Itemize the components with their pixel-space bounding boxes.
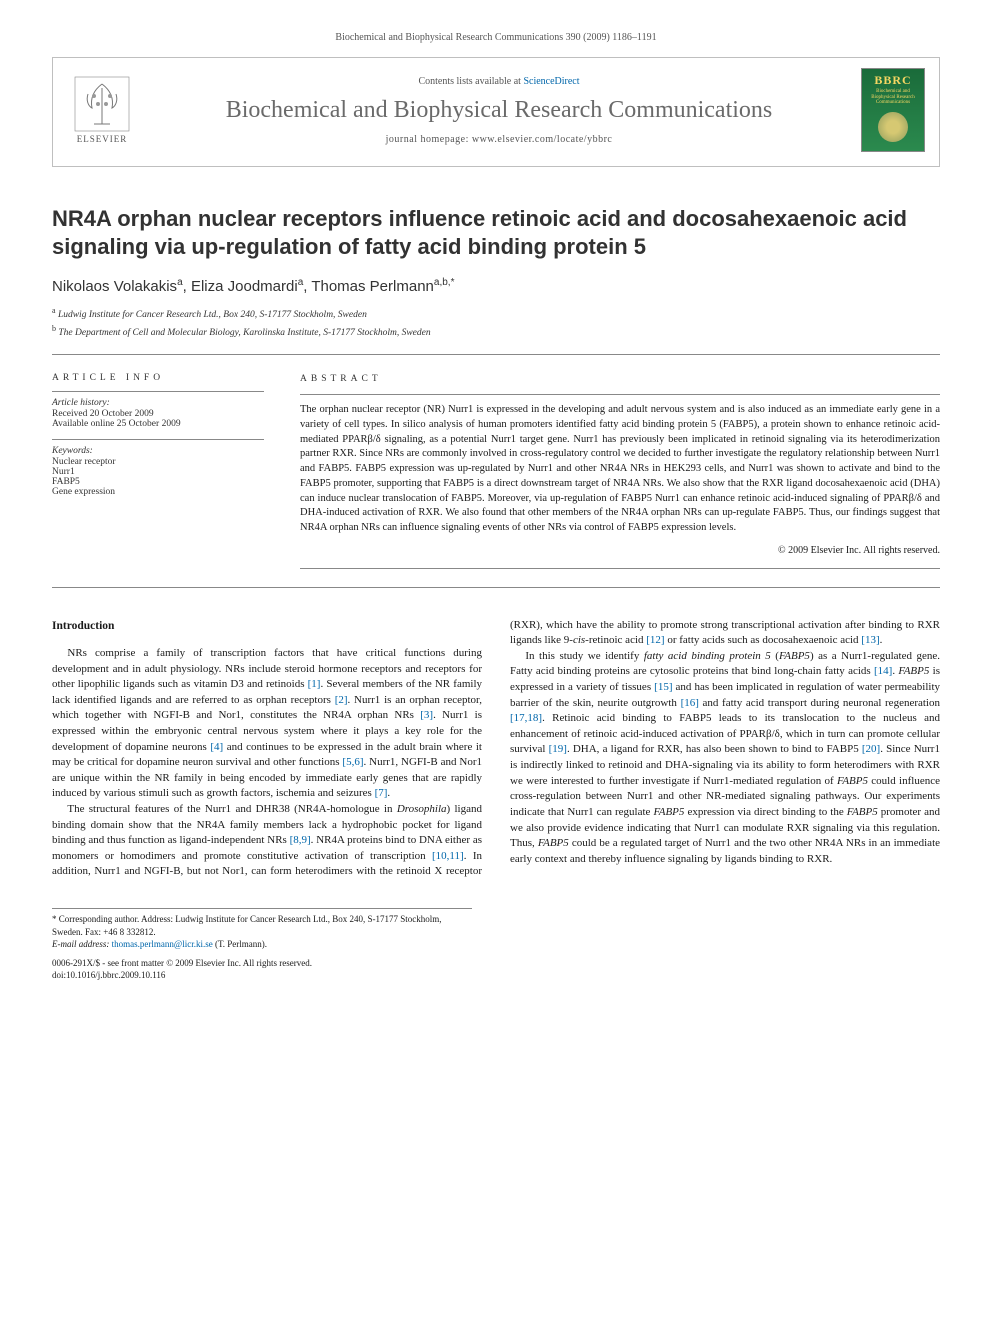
publisher-name: ELSEVIER xyxy=(77,134,128,144)
affiliation: b The Department of Cell and Molecular B… xyxy=(52,323,940,340)
citation-link[interactable]: [8,9] xyxy=(290,834,311,846)
corresponding-author: * Corresponding author. Address: Ludwig … xyxy=(52,913,472,938)
paragraph: In this study we identify fatty acid bin… xyxy=(510,649,940,868)
citation-link[interactable]: [3] xyxy=(420,709,433,721)
journal-cover-thumbnail: BBRC Biochemical and Biophysical Researc… xyxy=(861,68,925,152)
article-info-column: ARTICLE INFO Article history: Received 2… xyxy=(52,373,264,568)
history-label: Article history: xyxy=(52,398,264,408)
history-online: Available online 25 October 2009 xyxy=(52,419,264,429)
doi-block: 0006-291X/$ - see front matter © 2009 El… xyxy=(52,957,472,982)
doi-line: doi:10.1016/j.bbrc.2009.10.116 xyxy=(52,969,472,982)
author-list: Nikolaos Volakakisa, Eliza Joodmardia, T… xyxy=(52,277,940,295)
citation-link[interactable]: [1] xyxy=(308,678,321,690)
meta-abstract-row: ARTICLE INFO Article history: Received 2… xyxy=(52,355,940,586)
abstract-text: The orphan nuclear receptor (NR) Nurr1 i… xyxy=(300,403,940,535)
keyword: FABP5 xyxy=(52,477,264,487)
publisher-logo: ELSEVIER xyxy=(67,70,137,150)
footer: * Corresponding author. Address: Ludwig … xyxy=(52,908,940,982)
citation-link[interactable]: [13] xyxy=(861,634,879,646)
citation-link[interactable]: [7] xyxy=(375,787,388,799)
homepage-prefix: journal homepage: xyxy=(386,134,472,145)
keywords-label: Keywords: xyxy=(52,446,264,456)
citation-link[interactable]: [15] xyxy=(654,681,672,693)
section-heading-introduction: Introduction xyxy=(52,618,482,634)
front-matter-line: 0006-291X/$ - see front matter © 2009 El… xyxy=(52,957,472,970)
article-title: NR4A orphan nuclear receptors influence … xyxy=(52,205,940,261)
body-text: Introduction NRs comprise a family of tr… xyxy=(52,618,940,880)
citation-link[interactable]: [4] xyxy=(210,741,223,753)
header-center: Contents lists available at ScienceDirec… xyxy=(153,76,845,145)
citation-link[interactable]: [10,11] xyxy=(432,850,464,862)
divider xyxy=(300,568,940,569)
journal-title: Biochemical and Biophysical Research Com… xyxy=(153,97,845,124)
keyword-list: Nuclear receptor Nurr1 FABP5 Gene expres… xyxy=(52,457,264,497)
author: Nikolaos Volakakisa xyxy=(52,278,183,295)
keyword: Nuclear receptor xyxy=(52,457,264,467)
abstract-heading: ABSTRACT xyxy=(300,373,940,386)
citation-link[interactable]: [12] xyxy=(646,634,664,646)
history-received: Received 20 October 2009 xyxy=(52,409,264,419)
abstract-column: ABSTRACT The orphan nuclear receptor (NR… xyxy=(300,373,940,568)
homepage-url: www.elsevier.com/locate/ybbrc xyxy=(472,134,612,145)
divider xyxy=(300,394,940,395)
journal-header: ELSEVIER Contents lists available at Sci… xyxy=(52,57,940,167)
contents-prefix: Contents lists available at xyxy=(418,76,523,87)
citation-link[interactable]: [5,6] xyxy=(342,756,363,768)
journal-reference: Biochemical and Biophysical Research Com… xyxy=(52,32,940,43)
author: Eliza Joodmardia xyxy=(191,278,303,295)
contents-available-line: Contents lists available at ScienceDirec… xyxy=(153,76,845,87)
citation-link[interactable]: [14] xyxy=(874,665,892,677)
email-link[interactable]: thomas.perlmann@licr.ki.se xyxy=(112,939,213,949)
cover-abbrev: BBRC xyxy=(874,73,911,88)
affiliations: a Ludwig Institute for Cancer Research L… xyxy=(52,305,940,340)
abstract-copyright: © 2009 Elsevier Inc. All rights reserved… xyxy=(300,544,940,558)
keyword: Nurr1 xyxy=(52,467,264,477)
citation-link[interactable]: [17,18] xyxy=(510,712,542,724)
author: Thomas Perlmanna,b,* xyxy=(311,278,454,295)
journal-homepage: journal homepage: www.elsevier.com/locat… xyxy=(153,134,845,145)
email-line: E-mail address: thomas.perlmann@licr.ki.… xyxy=(52,938,472,951)
paragraph: NRs comprise a family of transcription f… xyxy=(52,646,482,802)
citation-link[interactable]: [16] xyxy=(681,697,699,709)
divider xyxy=(52,439,264,440)
affiliation: a Ludwig Institute for Cancer Research L… xyxy=(52,305,940,322)
sciencedirect-link[interactable]: ScienceDirect xyxy=(523,76,579,87)
keyword: Gene expression xyxy=(52,487,264,497)
citation-link[interactable]: [2] xyxy=(335,694,348,706)
divider xyxy=(52,587,940,588)
citation-link[interactable]: [19] xyxy=(549,743,567,755)
elsevier-tree-icon xyxy=(74,76,130,132)
divider xyxy=(52,391,264,392)
cover-graphic-icon xyxy=(878,112,908,142)
citation-link[interactable]: [20] xyxy=(862,743,880,755)
cover-subtitle: Biochemical and Biophysical Research Com… xyxy=(864,89,922,106)
corresponding-author-footnote: * Corresponding author. Address: Ludwig … xyxy=(52,908,472,951)
article-info-heading: ARTICLE INFO xyxy=(52,373,264,383)
